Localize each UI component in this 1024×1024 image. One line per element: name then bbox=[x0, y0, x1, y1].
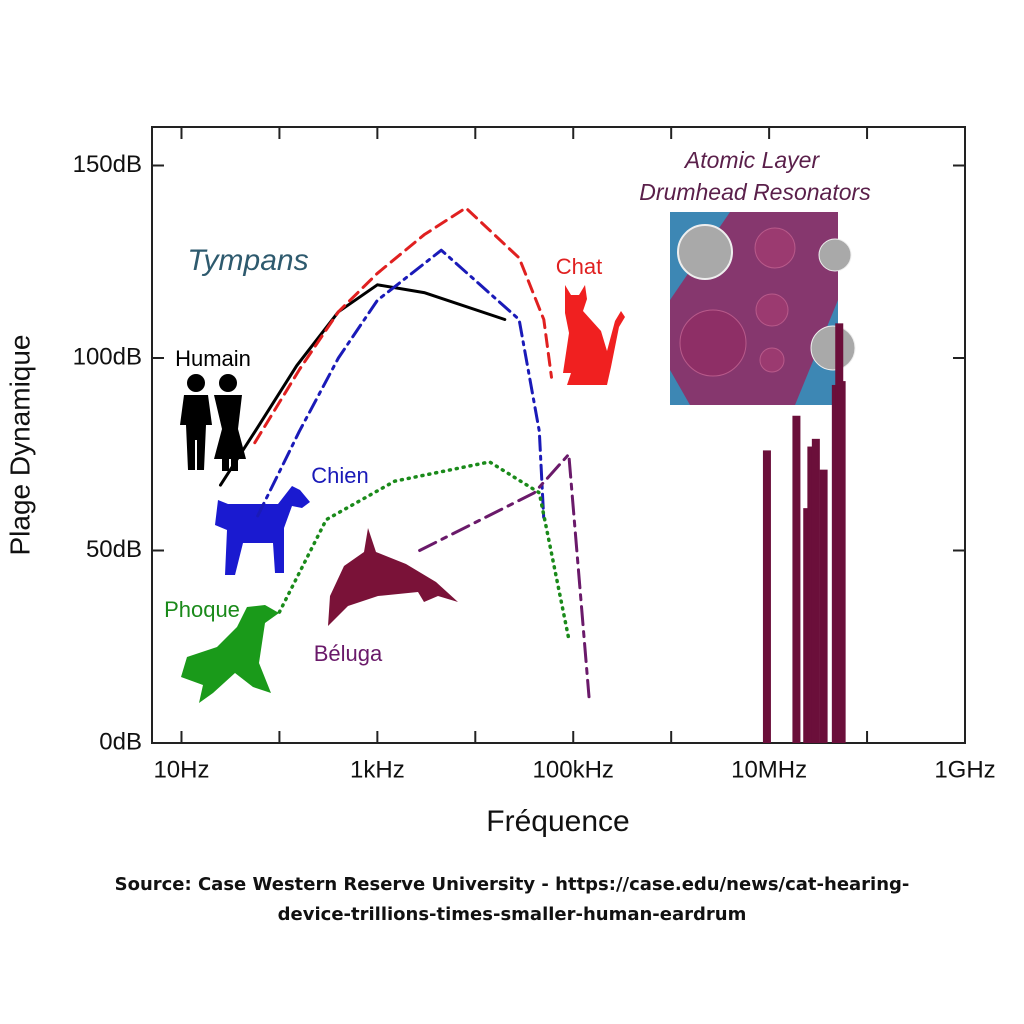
inset-image bbox=[670, 212, 856, 405]
bar bbox=[762, 450, 771, 743]
x-tick-label: 10MHz bbox=[731, 756, 807, 783]
series-label: Chien bbox=[311, 463, 368, 488]
series-label: Phoque bbox=[164, 597, 240, 622]
inset-title: Drumhead Resonators bbox=[639, 179, 871, 205]
x-axis-label: Fréquence bbox=[486, 805, 629, 838]
bar bbox=[803, 508, 812, 743]
human-icons bbox=[180, 374, 246, 471]
orca-icon bbox=[328, 528, 458, 626]
y-tick-label: 50dB bbox=[86, 536, 142, 563]
line-series bbox=[418, 452, 591, 699]
inset-title: Atomic Layer bbox=[683, 147, 821, 173]
x-tick-label: 1kHz bbox=[350, 756, 405, 783]
bar bbox=[837, 381, 846, 743]
line-series bbox=[256, 248, 546, 522]
series-label: Humain bbox=[175, 346, 251, 371]
y-tick-label: 100dB bbox=[73, 343, 142, 370]
line-series bbox=[219, 283, 507, 487]
source-note: Source: Case Western Reserve University … bbox=[114, 874, 910, 925]
bar bbox=[807, 446, 816, 743]
line-series bbox=[277, 460, 571, 641]
bar bbox=[811, 438, 820, 743]
y-tick-label: 150dB bbox=[73, 151, 142, 178]
x-tick-label: 1GHz bbox=[934, 756, 995, 783]
seal-icon bbox=[181, 605, 279, 703]
y-tick-label: 0dB bbox=[99, 728, 142, 755]
x-tick-label: 10Hz bbox=[153, 756, 209, 783]
bar bbox=[792, 415, 801, 743]
chart: Tympans Atomic Layer Drumhead Resonators… bbox=[4, 126, 996, 838]
series-label: Chat bbox=[556, 254, 602, 279]
bar bbox=[819, 469, 828, 743]
line-series bbox=[253, 206, 553, 445]
annotation: Tympans bbox=[187, 244, 308, 277]
series-label: Béluga bbox=[314, 641, 383, 666]
plot-frame bbox=[151, 126, 966, 744]
y-axis-label: Plage Dynamique bbox=[4, 334, 35, 555]
dog-icon bbox=[215, 486, 310, 575]
cat-icon bbox=[563, 285, 625, 385]
x-tick-label: 100kHz bbox=[533, 756, 614, 783]
